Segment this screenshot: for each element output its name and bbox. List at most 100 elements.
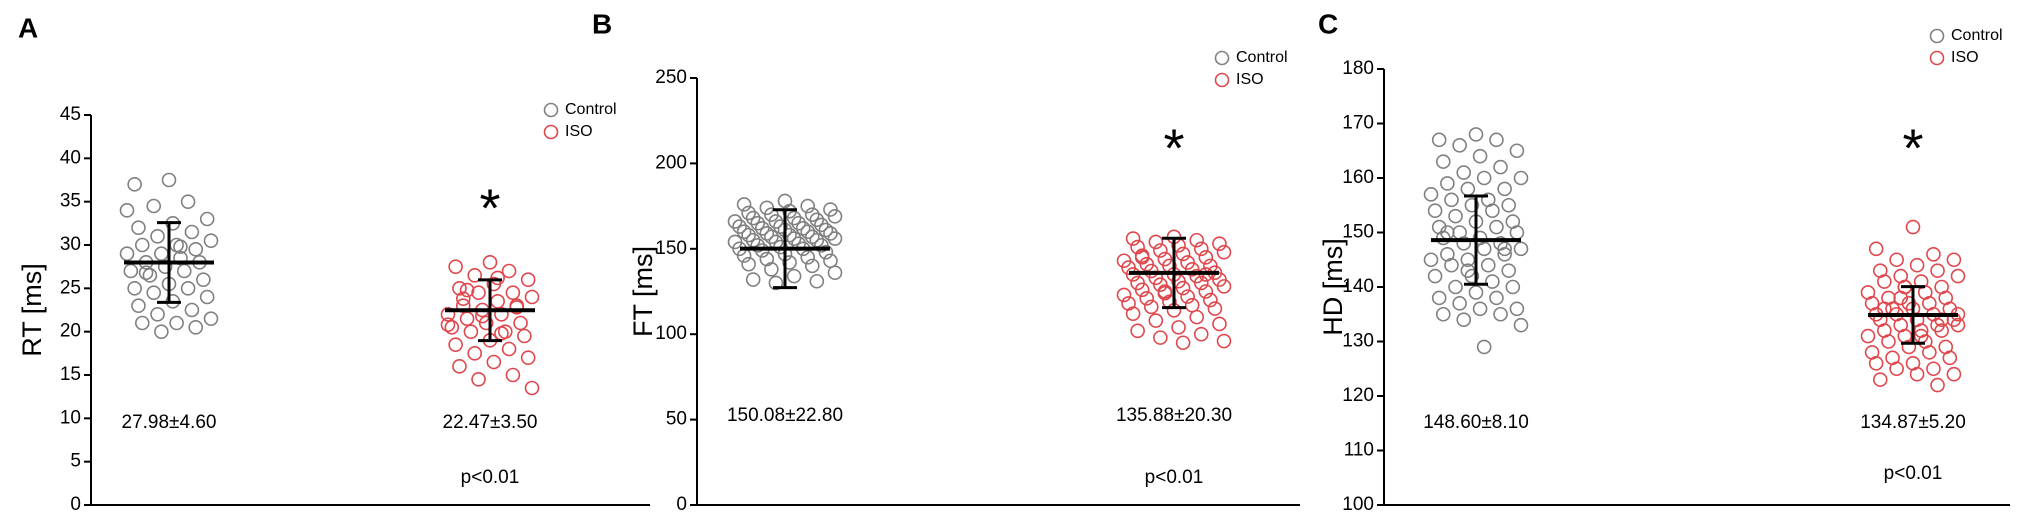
y-tick-label: 45 <box>60 104 81 125</box>
p-value: p<0.01 <box>461 467 520 488</box>
data-point <box>180 194 196 209</box>
data-point <box>764 261 779 277</box>
data-point <box>494 307 509 322</box>
y-tick-label: 50 <box>666 409 687 430</box>
data-point <box>750 215 766 231</box>
data-point <box>804 229 820 245</box>
data-point <box>1180 289 1195 304</box>
legend-label: ISO <box>1236 71 1264 88</box>
data-point <box>1431 290 1447 306</box>
data-point <box>173 239 188 255</box>
data-point <box>1922 345 1937 360</box>
data-point <box>517 328 532 344</box>
data-point <box>463 324 479 339</box>
y-axis-label: RT [ms] <box>17 263 47 357</box>
data-point <box>768 214 784 229</box>
data-point <box>1460 263 1476 278</box>
data-point <box>795 221 811 236</box>
data-point <box>452 281 467 296</box>
y-tick-label: 200 <box>655 152 687 173</box>
data-point <box>184 302 200 318</box>
data-point <box>1139 291 1155 306</box>
y-tick-label: 5 <box>70 451 81 472</box>
data-point <box>203 233 219 248</box>
data-point <box>1444 192 1459 208</box>
data-point <box>513 315 528 331</box>
y-tick-label: 35 <box>60 191 81 212</box>
data-point <box>123 263 139 279</box>
data-point <box>1476 241 1492 257</box>
data-point <box>1497 241 1512 257</box>
data-point <box>1489 132 1504 148</box>
y-tick-label: 110 <box>1344 440 1374 461</box>
data-point <box>1134 282 1150 298</box>
data-point <box>1216 244 1232 260</box>
data-point <box>1435 306 1451 322</box>
data-point <box>1468 285 1484 300</box>
data-point <box>1860 328 1876 344</box>
data-point <box>1946 252 1962 268</box>
legend-marker <box>543 102 559 118</box>
y-tick-label: 150 <box>655 238 687 259</box>
data-point <box>786 210 802 226</box>
y-tick-label: 100 <box>1342 494 1374 515</box>
data-point <box>818 222 834 238</box>
data-point <box>827 231 843 246</box>
legend-marker <box>1214 72 1230 88</box>
data-point <box>786 268 802 284</box>
data-point <box>1444 257 1459 273</box>
data-point <box>1175 335 1191 351</box>
data-point <box>520 272 536 287</box>
data-point <box>1497 247 1512 262</box>
data-point <box>1440 176 1455 191</box>
data-point <box>1513 241 1529 257</box>
data-point <box>773 219 788 234</box>
data-point <box>1216 279 1232 294</box>
data-point <box>1456 165 1472 180</box>
data-point <box>804 258 820 274</box>
data-point <box>119 246 135 261</box>
data-point <box>448 259 463 274</box>
p-value: p<0.01 <box>1145 467 1204 488</box>
data-point <box>1189 232 1205 248</box>
data-point <box>823 226 838 241</box>
data-point <box>1472 148 1488 164</box>
data-point <box>203 311 219 326</box>
data-point <box>741 256 756 272</box>
data-point <box>1143 299 1159 315</box>
data-point <box>1423 252 1439 268</box>
data-point <box>1116 287 1132 303</box>
legend-marker <box>1929 50 1945 66</box>
data-point <box>1909 366 1925 382</box>
data-point <box>1489 219 1504 235</box>
data-point <box>1203 292 1218 308</box>
data-point <box>486 354 502 370</box>
data-point <box>1472 301 1488 317</box>
data-point <box>1868 355 1884 371</box>
data-point <box>196 272 211 287</box>
legend-label: Control <box>565 101 617 118</box>
data-point <box>501 341 517 357</box>
data-point <box>176 263 192 279</box>
y-tick-label: 0 <box>70 494 81 515</box>
panel-label: C <box>1318 8 1338 39</box>
data-point <box>1485 274 1500 289</box>
data-point <box>1493 306 1508 322</box>
legend-marker <box>1214 50 1230 66</box>
data-point <box>501 263 517 279</box>
summary-label: 148.60±8.10 <box>1423 412 1529 433</box>
data-point <box>520 350 536 365</box>
data-point <box>505 367 521 383</box>
data-point <box>736 197 752 212</box>
data-point <box>754 221 770 236</box>
data-point <box>1427 203 1443 218</box>
data-point <box>1942 350 1958 366</box>
legend-label: Control <box>1951 27 2003 44</box>
data-point <box>490 270 505 286</box>
data-point <box>150 307 165 322</box>
data-point <box>1950 317 1966 333</box>
data-point <box>1423 187 1439 202</box>
data-point <box>1497 181 1512 197</box>
data-point <box>1930 263 1945 278</box>
